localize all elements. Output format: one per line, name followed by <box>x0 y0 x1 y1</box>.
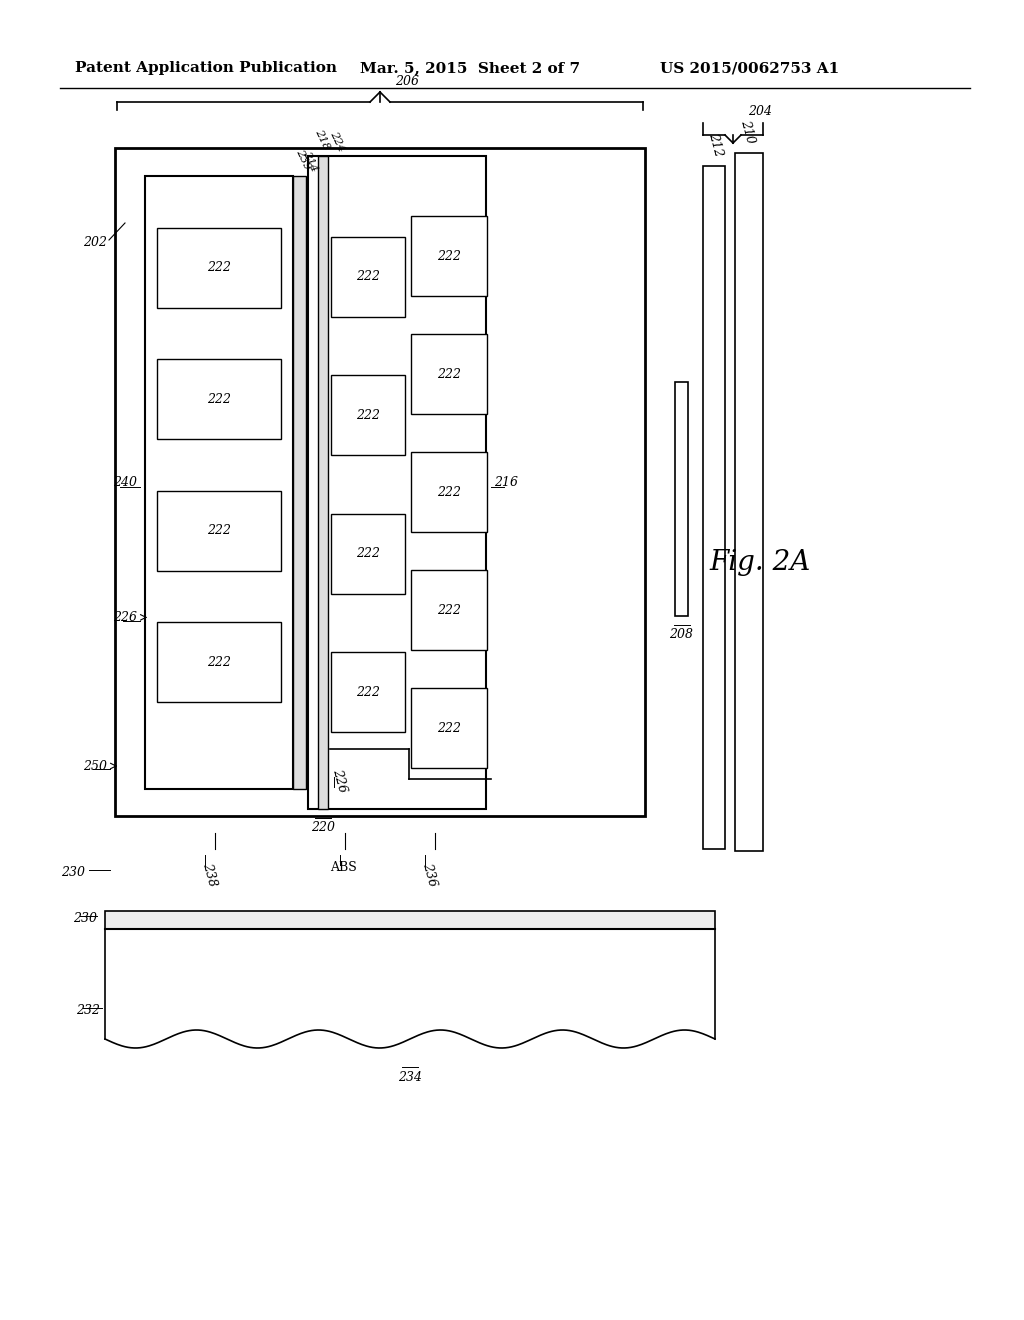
Text: 204: 204 <box>748 106 772 117</box>
Text: 226: 226 <box>113 611 137 624</box>
Text: 212: 212 <box>706 132 725 158</box>
Text: 206: 206 <box>395 75 419 88</box>
Bar <box>331 513 406 594</box>
Text: 216: 216 <box>494 477 518 488</box>
Bar <box>331 236 406 317</box>
Bar <box>105 911 715 929</box>
Bar <box>411 216 487 296</box>
Text: 222: 222 <box>356 548 380 560</box>
Bar <box>735 153 763 851</box>
Text: 222: 222 <box>207 656 231 669</box>
Text: 222: 222 <box>437 603 461 616</box>
Text: 222: 222 <box>356 686 380 698</box>
Text: Fig. 2A: Fig. 2A <box>710 549 811 576</box>
Bar <box>331 652 406 733</box>
Bar <box>331 375 406 455</box>
Bar <box>411 688 487 768</box>
Text: 222: 222 <box>437 249 461 263</box>
Text: 222: 222 <box>207 524 231 537</box>
Text: 240: 240 <box>113 477 137 488</box>
Text: 230: 230 <box>73 912 97 925</box>
Text: 220: 220 <box>311 821 335 834</box>
Text: 222: 222 <box>356 409 380 421</box>
Bar <box>293 176 306 789</box>
Text: 218: 218 <box>313 128 331 150</box>
Bar <box>703 166 725 849</box>
Text: ABS: ABS <box>330 861 356 874</box>
Text: 222: 222 <box>437 367 461 380</box>
Text: 222: 222 <box>356 271 380 282</box>
Bar <box>411 570 487 649</box>
Bar <box>145 176 293 789</box>
Text: 236: 236 <box>420 861 438 887</box>
Bar <box>308 156 486 809</box>
Text: 226: 226 <box>330 768 349 795</box>
Bar <box>115 148 645 816</box>
Bar <box>318 156 328 809</box>
Text: Patent Application Publication: Patent Application Publication <box>75 61 337 75</box>
Text: 222: 222 <box>207 261 231 275</box>
Text: 230: 230 <box>61 866 85 879</box>
Text: 232: 232 <box>76 1005 100 1018</box>
Bar <box>157 491 281 570</box>
Text: 208: 208 <box>670 627 693 640</box>
Text: Mar. 5, 2015  Sheet 2 of 7: Mar. 5, 2015 Sheet 2 of 7 <box>360 61 581 75</box>
Text: US 2015/0062753 A1: US 2015/0062753 A1 <box>660 61 840 75</box>
Bar <box>411 451 487 532</box>
Text: 250: 250 <box>83 759 106 772</box>
Bar <box>157 227 281 308</box>
Text: 222: 222 <box>437 486 461 499</box>
Text: 210: 210 <box>738 119 757 145</box>
Text: 239: 239 <box>294 148 312 172</box>
Bar <box>157 623 281 702</box>
Text: 234: 234 <box>398 1071 422 1084</box>
Bar <box>411 334 487 414</box>
Text: 214: 214 <box>301 149 319 173</box>
Text: 222: 222 <box>437 722 461 734</box>
Bar <box>157 359 281 440</box>
Text: 238: 238 <box>200 861 219 887</box>
Text: 202: 202 <box>83 236 106 249</box>
Text: 222: 222 <box>207 393 231 405</box>
Bar <box>675 381 688 615</box>
Text: 224: 224 <box>328 129 346 153</box>
